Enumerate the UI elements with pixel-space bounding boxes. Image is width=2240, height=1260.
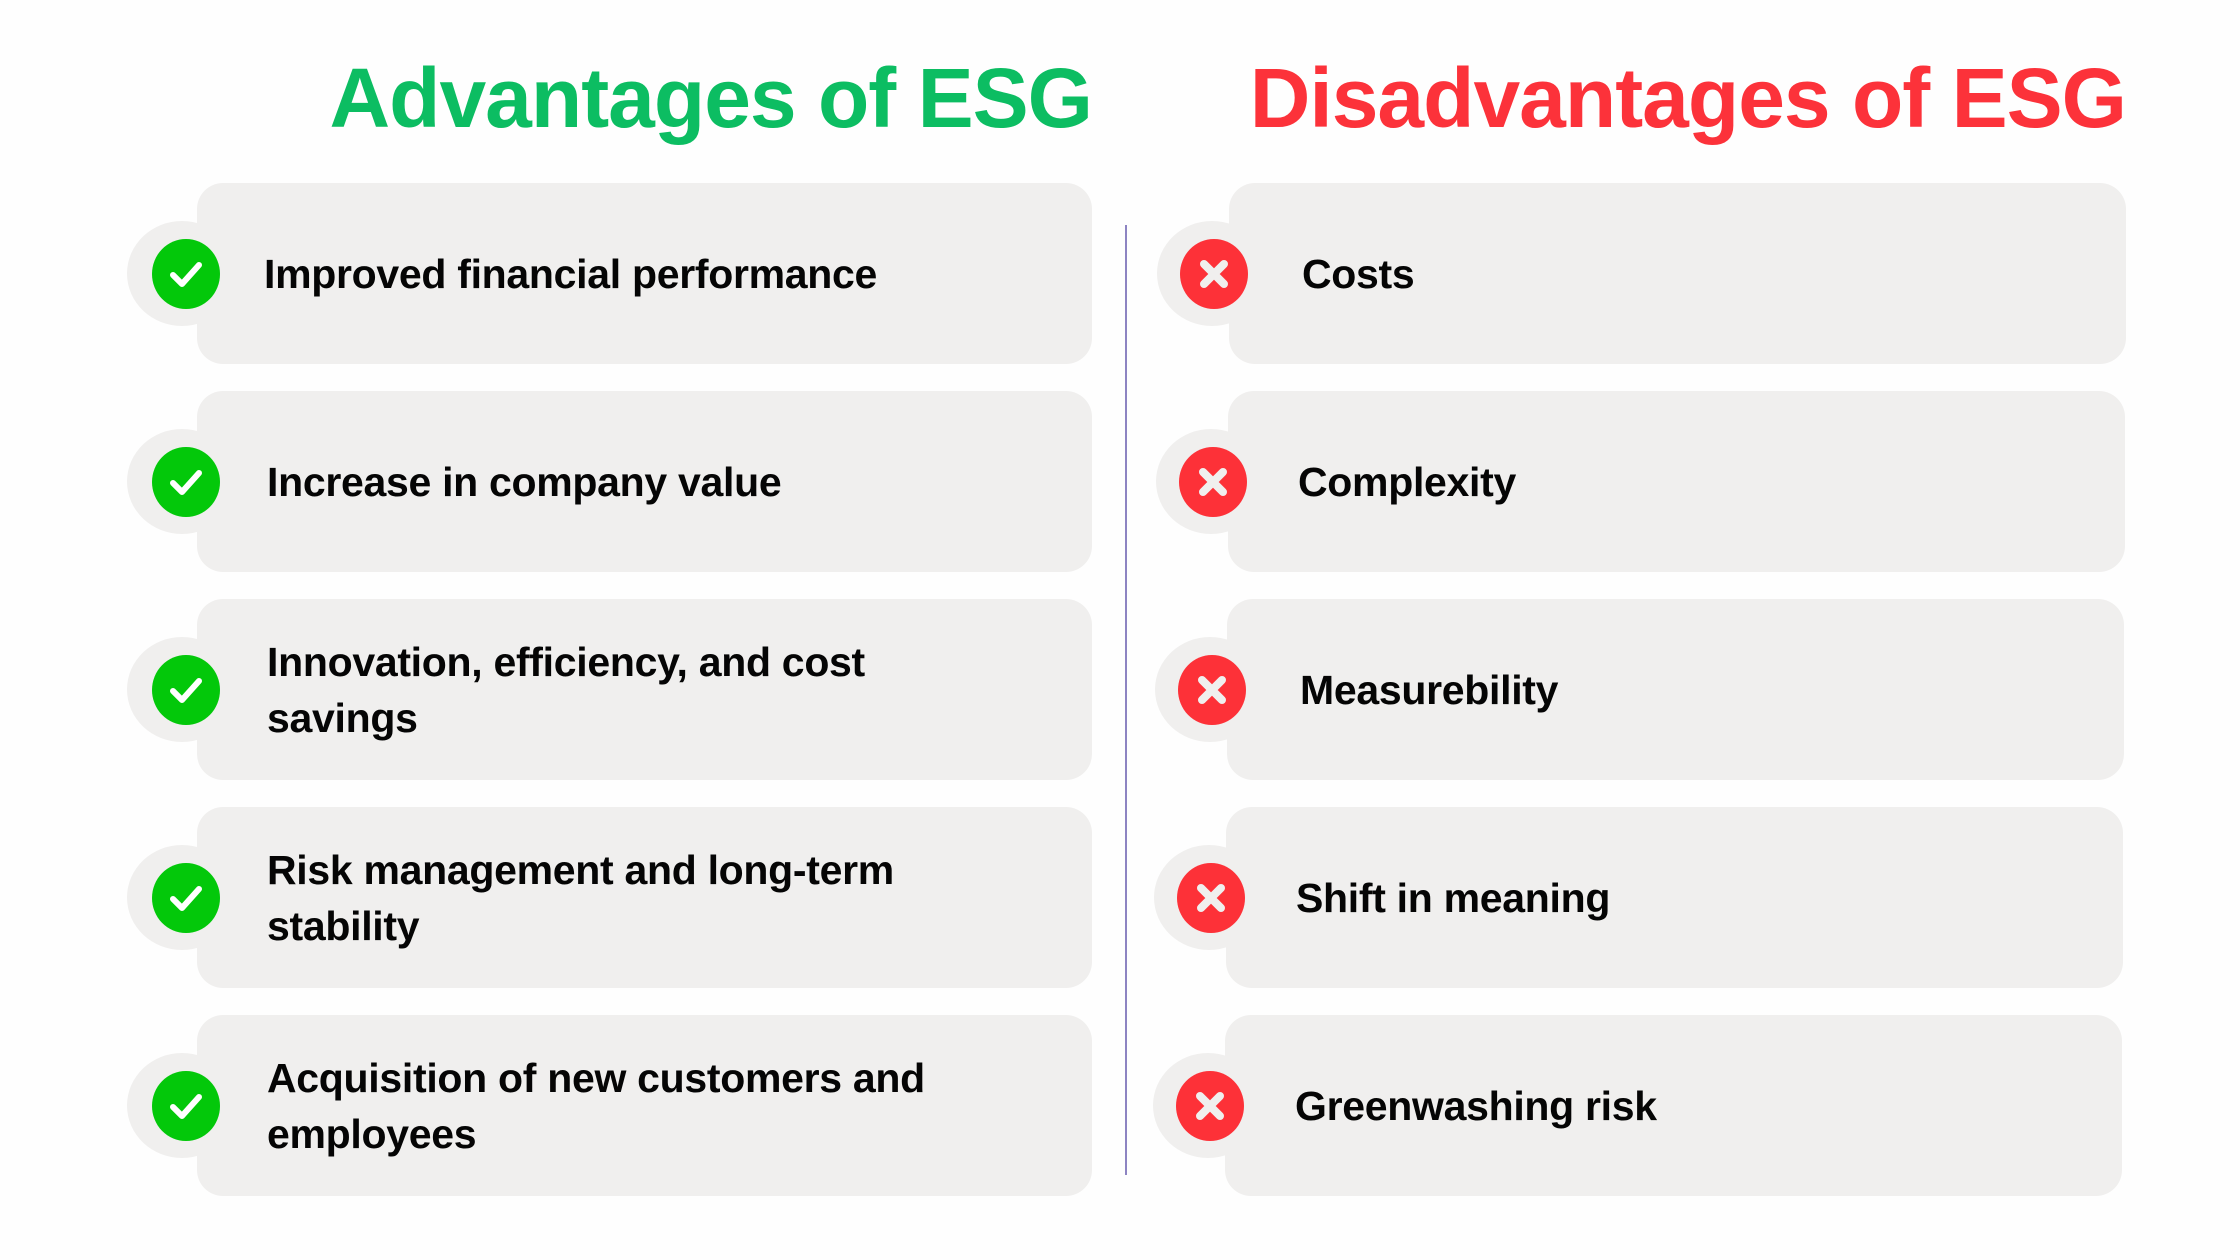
advantage-item: Increase in company value [127, 391, 1092, 572]
item-card [197, 1015, 1092, 1196]
item-card [197, 391, 1092, 572]
advantage-label: Innovation, efficiency, and cost savings [267, 638, 865, 741]
disadvantage-item: Complexity [1156, 391, 2126, 572]
check-circle-icon [152, 239, 220, 309]
disadvantage-item: Measurebility [1155, 599, 2125, 780]
advantage-item: Acquisition of new customers and employe… [127, 1015, 1092, 1196]
x-circle-icon [1178, 655, 1246, 725]
disadvantage-item: Costs [1157, 183, 2127, 364]
advantage-label: Acquisition of new customers and employe… [267, 1054, 925, 1157]
check-circle-icon [152, 447, 220, 517]
disadvantage-item: Greenwashing risk [1153, 1015, 2123, 1196]
advantages-title: Advantages of ESG [329, 51, 1093, 145]
item-card [197, 807, 1092, 988]
check-circle-icon [152, 1071, 220, 1141]
advantage-item: Risk management and long-term stability [127, 807, 1092, 988]
disadvantage-label: Measurebility [1300, 666, 1559, 713]
disadvantage-label: Greenwashing risk [1295, 1082, 1657, 1129]
advantage-label: Risk management and long-term stability [267, 846, 894, 949]
check-circle-icon [152, 863, 220, 933]
disadvantage-label: Costs [1302, 250, 1415, 297]
check-circle-icon [152, 655, 220, 725]
item-card [1225, 1015, 2122, 1196]
advantage-item: Innovation, efficiency, and cost savings [127, 599, 1092, 780]
item-card [1228, 391, 2125, 572]
advantage-label: Improved financial performance [264, 250, 878, 297]
item-card [197, 183, 1092, 364]
x-circle-icon [1177, 863, 1245, 933]
item-card [1227, 599, 2124, 780]
item-card [1229, 183, 2126, 364]
advantage-item: Improved financial performance [127, 183, 1092, 364]
advantage-label: Increase in company value [267, 458, 782, 505]
x-circle-icon [1180, 239, 1248, 309]
x-circle-icon [1179, 447, 1247, 517]
item-card [197, 599, 1092, 780]
x-circle-icon [1176, 1071, 1244, 1141]
column-divider [1125, 225, 1127, 1175]
disadvantage-label: Complexity [1298, 458, 1516, 505]
item-card [1226, 807, 2123, 988]
disadvantage-item: Shift in meaning [1154, 807, 2124, 988]
disadvantages-title: Disadvantages of ESG [1249, 51, 2127, 145]
disadvantage-label: Shift in meaning [1296, 874, 1611, 921]
